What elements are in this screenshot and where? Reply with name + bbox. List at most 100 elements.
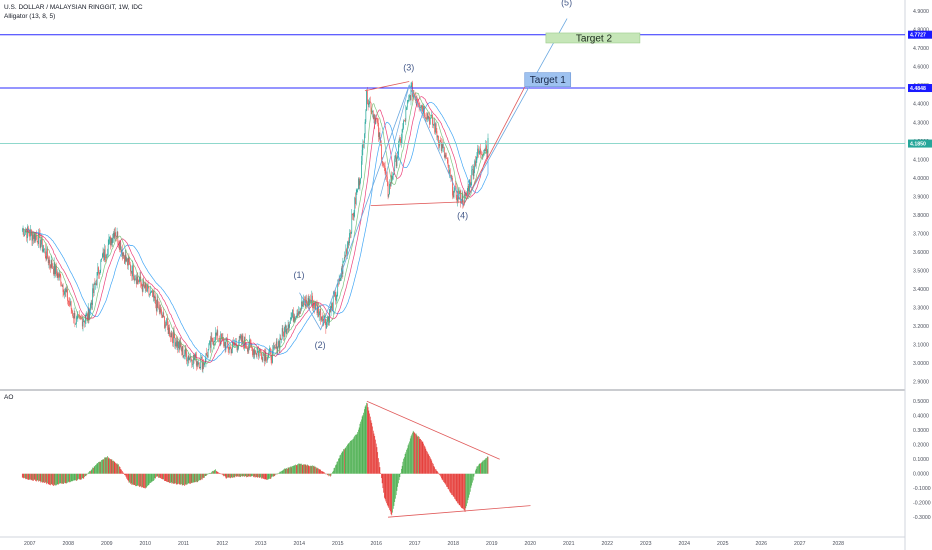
ao-bar bbox=[318, 468, 319, 474]
ao-bar bbox=[186, 473, 188, 485]
ao-indicator-label[interactable]: AO bbox=[4, 394, 14, 401]
price-candle bbox=[54, 262, 56, 275]
ao-bar bbox=[460, 473, 461, 507]
ao-bar bbox=[474, 473, 476, 475]
price-candle bbox=[399, 139, 401, 140]
price-candle bbox=[326, 320, 328, 322]
ao-bar bbox=[386, 473, 387, 504]
ao-bar bbox=[409, 438, 411, 474]
price-candle bbox=[70, 301, 72, 310]
price-candle bbox=[456, 197, 458, 202]
price-candle bbox=[218, 340, 219, 342]
ao-bar bbox=[118, 464, 119, 474]
price-candle bbox=[67, 300, 69, 302]
price-candle bbox=[352, 213, 353, 215]
ao-bar bbox=[279, 471, 281, 474]
ao-bar bbox=[27, 473, 29, 480]
price-series bbox=[21, 80, 489, 374]
ao-bar bbox=[132, 473, 133, 485]
price-candle bbox=[71, 309, 73, 312]
ao-bar bbox=[90, 470, 92, 474]
ao-bar bbox=[76, 473, 78, 481]
price-candle bbox=[358, 178, 359, 190]
ao-bar bbox=[93, 467, 94, 474]
price-candle bbox=[301, 301, 302, 310]
ao-bar bbox=[326, 473, 327, 475]
ao-bar bbox=[205, 473, 207, 477]
price-candle bbox=[445, 154, 447, 159]
drawing-annotations[interactable]: (1) (2) (3) (4) (5) Target 1 Target 2 bbox=[0, 0, 905, 518]
ao-bar bbox=[90, 471, 91, 474]
price-candle bbox=[281, 339, 282, 341]
price-candle bbox=[306, 299, 307, 304]
ao-bar bbox=[69, 473, 71, 483]
price-tick-label: 3.5000 bbox=[913, 268, 929, 274]
ao-bar bbox=[459, 473, 461, 506]
price-candle bbox=[356, 189, 358, 193]
ao-bar bbox=[249, 473, 250, 477]
price-candle bbox=[151, 290, 153, 292]
ao-bar bbox=[334, 467, 336, 474]
ao-bar bbox=[78, 473, 80, 480]
wave-label: (3) bbox=[403, 62, 414, 72]
price-candle bbox=[392, 175, 393, 180]
ao-bar bbox=[130, 473, 132, 484]
ao-bar bbox=[303, 464, 304, 474]
price-candle bbox=[57, 273, 59, 278]
ao-bar bbox=[385, 473, 387, 502]
alligator-indicator-label[interactable]: Alligator (13, 8, 5) bbox=[4, 13, 56, 20]
ao-bar bbox=[311, 465, 313, 474]
price-tick-label: 2.9000 bbox=[913, 380, 929, 386]
ao-bar bbox=[432, 463, 434, 474]
time-tick-label: 2011 bbox=[178, 541, 189, 547]
price-candle bbox=[81, 318, 82, 319]
ao-bar bbox=[143, 473, 145, 489]
price-candle bbox=[275, 341, 277, 349]
ao-bar bbox=[201, 473, 203, 480]
ao-bar bbox=[161, 473, 163, 479]
price-candle bbox=[98, 273, 100, 275]
ao-bar bbox=[455, 473, 456, 500]
price-candle bbox=[291, 316, 293, 318]
ao-bar bbox=[321, 471, 323, 474]
price-tick-label: 3.6000 bbox=[913, 250, 929, 256]
ao-bar bbox=[388, 473, 390, 508]
ao-bar bbox=[352, 439, 353, 474]
ao-bar bbox=[242, 473, 244, 477]
ao-bar bbox=[22, 473, 24, 478]
price-candle bbox=[211, 337, 213, 339]
price-candle bbox=[103, 252, 105, 261]
ao-bar bbox=[434, 467, 436, 474]
price-candle bbox=[254, 350, 256, 355]
price-candle bbox=[162, 312, 164, 318]
ao-bar bbox=[281, 470, 283, 474]
price-candle bbox=[409, 95, 411, 100]
price-candle bbox=[329, 309, 331, 313]
ao-bar bbox=[266, 473, 267, 480]
ao-bar bbox=[211, 471, 213, 474]
ao-bar bbox=[94, 465, 96, 474]
ao-bar bbox=[398, 473, 400, 481]
ao-tick-label: 0.0000 bbox=[913, 472, 929, 478]
price-candle bbox=[61, 285, 62, 286]
ao-bar bbox=[347, 443, 349, 474]
ao-bar bbox=[122, 472, 124, 474]
price-candle bbox=[261, 359, 263, 361]
price-candle bbox=[242, 335, 244, 343]
ao-bar bbox=[204, 473, 206, 476]
price-candle bbox=[63, 291, 65, 295]
ao-bar bbox=[312, 466, 314, 474]
price-candle bbox=[230, 347, 232, 354]
ao-bar bbox=[275, 473, 276, 475]
price-candle bbox=[346, 249, 347, 254]
price-candle bbox=[438, 144, 440, 146]
ao-bar bbox=[284, 468, 285, 474]
ao-bar bbox=[108, 458, 110, 474]
price-candle bbox=[150, 291, 152, 293]
ao-bar bbox=[443, 473, 445, 483]
price-candle bbox=[443, 147, 445, 158]
price-candle bbox=[335, 297, 337, 301]
price-candle bbox=[478, 152, 480, 154]
price-candle bbox=[135, 278, 136, 280]
